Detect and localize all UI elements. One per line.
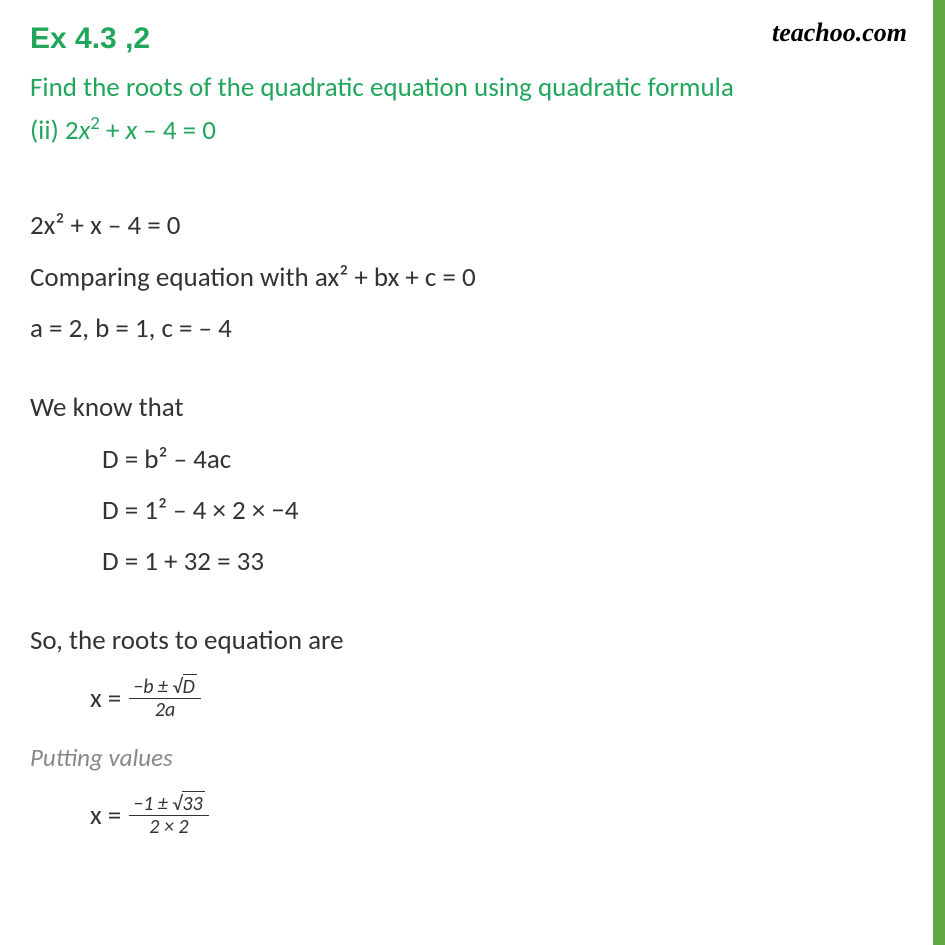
formula1-denominator: 2a (129, 699, 201, 721)
formula1-numerator: −b ± √D (129, 676, 201, 699)
solution-line6: D = 1² – 4 × 2 × −4 (30, 485, 905, 536)
formula2-row: x = −1 ± √33 2 × 2 (30, 790, 905, 841)
formula1-row: x = −b ± √D 2a (30, 673, 905, 724)
spacer1 (30, 354, 905, 382)
solution-line1: 2x² + x – 4 = 0 (30, 200, 905, 251)
page-right-border (933, 0, 945, 945)
formula1-lhs: x = (90, 673, 121, 724)
question-suffix: – 4 = 0 (137, 114, 216, 147)
solution-line4: We know that (30, 382, 905, 433)
solution-body: 2x² + x – 4 = 0 Comparing equation with … (30, 200, 905, 840)
putting-values-note: Putting values (30, 734, 905, 782)
solution-line2: Comparing equation with ax² + bx + c = 0 (30, 252, 905, 303)
question-sup1: 2 (90, 112, 100, 135)
question-line2-prefix: (ii) 2 (30, 114, 79, 147)
spacer2 (30, 587, 905, 615)
formula2-denominator: 2 × 2 (129, 816, 208, 838)
solution-line5: D = b² – 4ac (30, 434, 905, 485)
question-var2: x (126, 114, 138, 147)
solution-line3: a = 2, b = 1, c = – 4 (30, 303, 905, 354)
question-text: Find the roots of the quadratic equation… (30, 66, 905, 152)
question-mid: + (100, 114, 126, 147)
page-content: Ex 4.3 ,2 Find the roots of the quadrati… (0, 0, 945, 841)
solution-line7: D = 1 + 32 = 33 (30, 536, 905, 587)
question-var1: x (79, 114, 91, 147)
formula2-fraction: −1 ± √33 2 × 2 (129, 793, 208, 838)
formula1-fraction: −b ± √D 2a (129, 676, 201, 721)
formula2-numerator: −1 ± √33 (129, 793, 208, 816)
watermark: teachoo.com (772, 18, 907, 48)
formula2-lhs: x = (90, 790, 121, 841)
solution-line8: So, the roots to equation are (30, 615, 905, 666)
question-line1: Find the roots of the quadratic equation… (30, 71, 734, 104)
